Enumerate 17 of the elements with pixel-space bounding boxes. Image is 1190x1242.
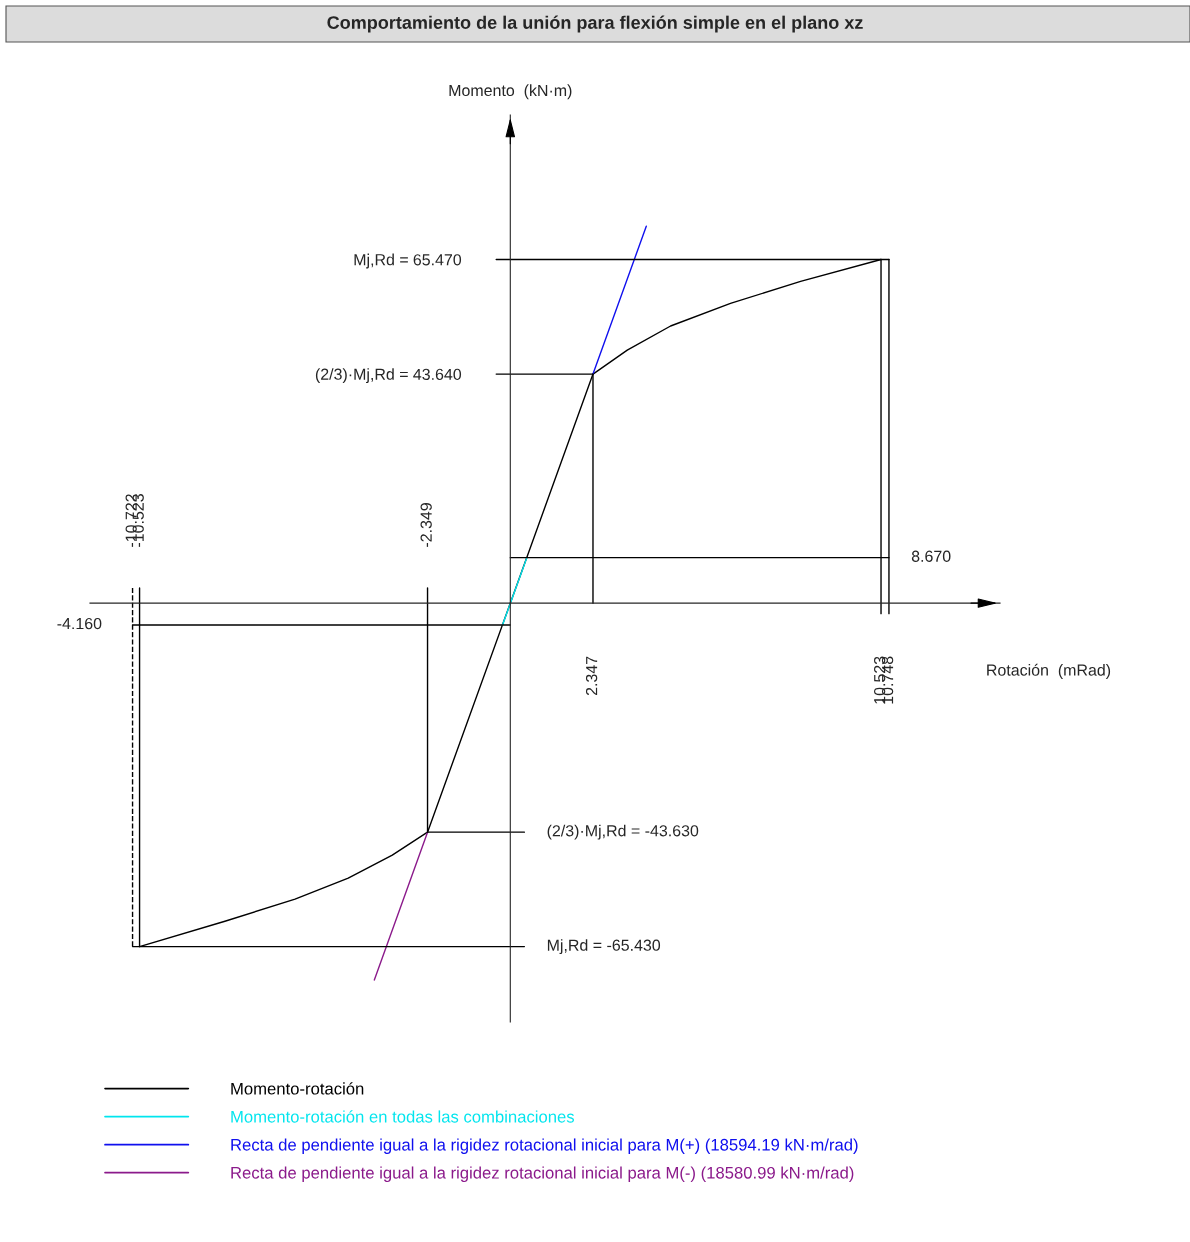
x-axis-title: Rotación (mRad) — [987, 663, 1111, 679]
text: Recta de pendiente igual a la rigidez rotacional inicial para M(-) (18580.99 kN·m/rad) — [231, 1166, 854, 1182]
annotation: (2/3)·Mj,Rd = — [315, 368, 408, 384]
text: Momento-rotación en todas las combinaciones — [231, 1110, 575, 1123]
annotation: 8.670 — [911, 550, 951, 562]
annotation: (2/3)·Mj,Rd = -43.630 — [547, 824, 699, 840]
text: Momento-rotación — [231, 1082, 364, 1095]
y-axis-title: Momento (kN·m) — [449, 84, 572, 100]
y-tick-label: 43.640 — [413, 368, 462, 381]
y-tick-label: 65.470 — [413, 254, 462, 266]
annotation: Mj,Rd = — [354, 253, 408, 269]
annotation: -4.160 — [57, 617, 102, 630]
annotation: Mj,Rd = -65.430 — [547, 939, 661, 955]
text: Recta de pendiente igual a la rigidez rotacional inicial para M(+) (18594.19 kN·m/rad) — [231, 1138, 858, 1154]
x-tick-label: 2.347 — [585, 656, 598, 696]
chart-title: Comportamiento de la unión para flexión simple en el plano xz — [327, 15, 863, 33]
x2-tick-label: -2.349 — [420, 503, 432, 547]
